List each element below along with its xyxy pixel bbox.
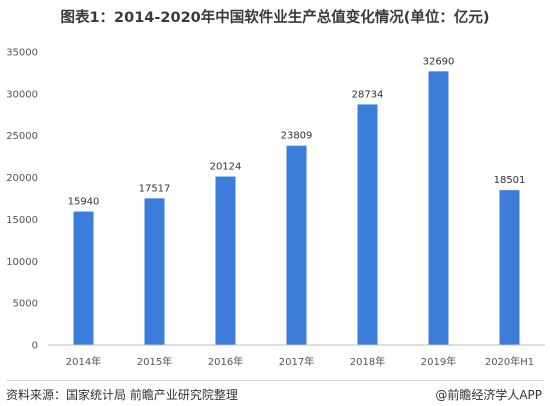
data-label: 28734 [352,89,384,100]
y-tick-label: 25000 [6,131,38,142]
x-axis: 2014年 2015年 2016年 2017年 2018年 2019年 2020年H1 [48,344,545,368]
data-label: 20124 [210,162,242,173]
y-tick-label: 0 [32,341,38,352]
bar [215,176,236,345]
bar [428,71,449,345]
y-tick-label: 30000 [6,89,38,100]
x-tick-label: 2017年 [279,355,314,368]
data-label: 18501 [494,175,526,186]
credit-note: @前瞻经济学人APP [435,388,542,402]
y-axis: 0 5000 10000 15000 20000 25000 30000 35000 [6,48,38,352]
x-tick-label: 2016年 [208,355,243,368]
y-tick-label: 5000 [13,299,38,310]
bar [357,104,378,345]
bar [499,190,520,345]
source-note: 资料来源：国家统计局 前瞻产业研究院整理 [6,388,238,402]
y-tick-label: 35000 [6,48,38,59]
data-label: 32690 [423,56,455,67]
x-tick-label: 2014年 [66,355,101,368]
bar [144,198,165,345]
chart-title: 图表1：2014-2020年中国软件业生产总值变化情况(单位：亿元) [60,10,490,26]
y-tick-label: 10000 [6,257,38,268]
data-label: 23809 [281,131,313,142]
bars: 15940 17517 20124 23809 28734 32690 18501 [68,56,526,345]
y-tick-label: 15000 [6,215,38,226]
x-tick-label: 2018年 [350,355,385,368]
bar [73,211,94,345]
x-tick-label: 2015年 [137,355,172,368]
data-label: 17517 [139,183,171,194]
x-tick-label: 2019年 [421,355,456,368]
data-label: 15940 [68,197,100,208]
bar [286,145,307,345]
y-tick-label: 20000 [6,173,38,184]
bar-chart: 0 5000 10000 15000 20000 25000 30000 35000 1594… [6,48,545,368]
x-tick-label: 2020年H1 [485,355,534,368]
footer-divider [6,380,544,381]
